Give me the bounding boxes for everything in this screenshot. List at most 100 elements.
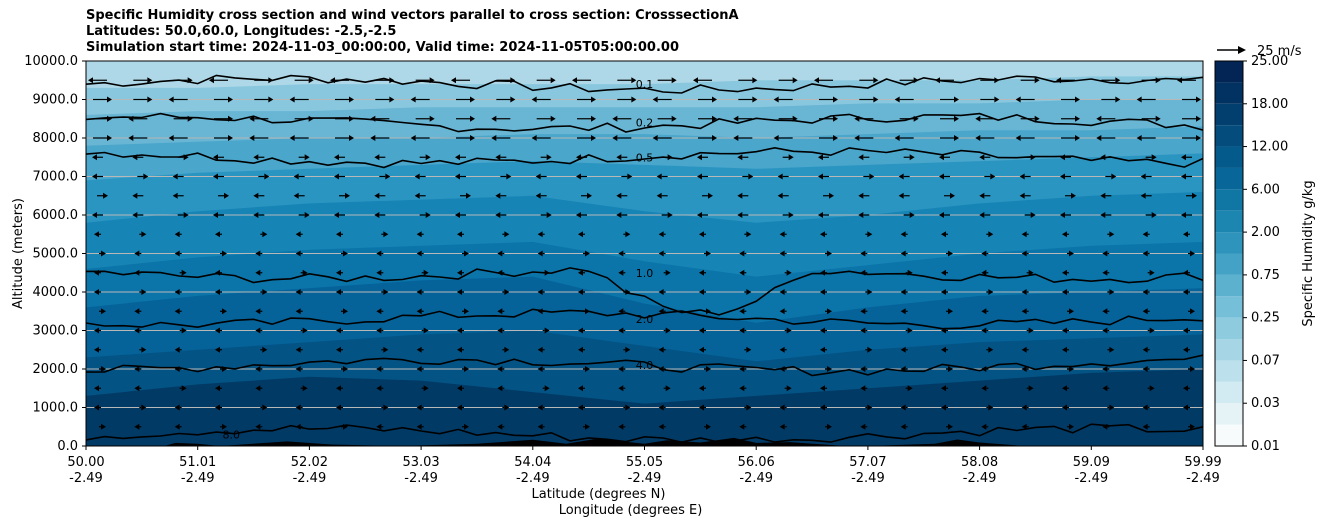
wind-vector-head <box>385 173 391 180</box>
wind-vector-head <box>658 366 664 372</box>
wind-vector-head <box>576 154 581 161</box>
wind-vector-head <box>739 327 745 334</box>
wind-vector-head <box>1102 308 1108 315</box>
wind-vector-head <box>1136 96 1142 103</box>
wind-vector-head <box>693 77 698 84</box>
wind-vector-head <box>349 115 354 122</box>
colorbar-segment <box>1215 146 1243 168</box>
wind-vector-head <box>376 308 382 315</box>
wind-vector-head <box>667 154 673 161</box>
wind-vector-head <box>777 173 783 180</box>
contour-line <box>86 146 1203 169</box>
colorbar-tick-label: 0.07 <box>1251 353 1280 368</box>
wind-vector-head <box>948 423 953 430</box>
wind-vector-head <box>255 250 261 257</box>
wind-vector-head <box>1028 269 1034 276</box>
wind-vector-head <box>222 423 227 430</box>
wind-vector-head <box>1151 212 1157 218</box>
wind-vector-head <box>1142 404 1148 411</box>
wind-vector-head <box>1183 269 1188 276</box>
wind-vector-head <box>773 135 779 141</box>
wind-vector-head <box>733 115 739 122</box>
wind-vector-head <box>907 385 913 392</box>
wind-vector-head <box>544 269 550 276</box>
wind-vector-head <box>1183 385 1188 392</box>
wind-vector-head <box>537 289 543 295</box>
wind-vector-head <box>941 327 946 334</box>
wind-vector-head <box>1060 154 1065 161</box>
wind-vector-head <box>981 423 987 430</box>
wind-vector-head <box>907 327 913 334</box>
x-tick-label-lat: 59.99 <box>1184 455 1221 470</box>
wind-vector-head <box>423 327 429 334</box>
wind-vector-head <box>779 346 785 353</box>
wind-vector-head <box>941 404 946 411</box>
wind-vector-head <box>134 385 140 392</box>
wind-vector-head <box>954 96 959 103</box>
wind-vector-head <box>860 423 866 430</box>
wind-vector-head <box>550 115 556 122</box>
contour-label: 0.2 <box>636 117 654 130</box>
wind-vector-head <box>181 385 187 392</box>
wind-vector-head <box>1021 231 1027 238</box>
wind-vector-head <box>295 289 301 295</box>
wind-vector-head <box>576 212 581 218</box>
wind-vector-head <box>1075 115 1080 122</box>
x-tick-label-lat: 52.02 <box>291 455 328 470</box>
colorbar-segment <box>1215 424 1243 446</box>
colorbar-tick-label: 2.00 <box>1251 225 1280 240</box>
wind-vector-head <box>336 327 341 334</box>
wind-vector-head <box>578 404 583 411</box>
wind-vector-head <box>578 269 583 276</box>
wind-vector-head <box>788 212 794 218</box>
colorbar-segment <box>1215 317 1243 340</box>
wind-vector-head <box>94 404 99 411</box>
wind-vector-head <box>618 423 624 430</box>
wind-vector-head <box>497 250 503 257</box>
contour-label: 0.5 <box>636 151 654 164</box>
wind-vector-head <box>416 404 422 411</box>
wind-vector-head <box>504 289 510 295</box>
wind-vector-head <box>618 308 624 315</box>
wind-vector-head <box>228 96 233 103</box>
wind-vector-head <box>779 404 785 411</box>
wind-vector-head <box>1196 135 1201 141</box>
wind-vector-head <box>658 250 664 257</box>
wind-vector-head <box>183 154 189 161</box>
wind-vector-head <box>255 366 261 372</box>
wind-vector-head <box>451 77 456 84</box>
wind-vector-head <box>656 192 662 199</box>
wind-vector-head <box>708 192 713 199</box>
wind-vector-head <box>544 385 550 392</box>
wind-vector-head <box>827 423 832 430</box>
wind-vector-head <box>416 366 422 372</box>
wind-vector-head <box>128 115 134 122</box>
wind-vector-head <box>470 96 475 103</box>
colorbar-tick-label: 0.25 <box>1251 311 1280 326</box>
wind-vector-head <box>1102 250 1108 257</box>
wind-vector-head <box>416 231 422 238</box>
wind-vector-head <box>1102 366 1108 372</box>
wind-vector-head <box>1019 173 1025 180</box>
wind-vector-head <box>858 192 864 199</box>
wind-vector-head <box>1190 308 1195 315</box>
wind-vector-head <box>174 346 180 353</box>
wind-vector-head <box>336 231 341 238</box>
wind-vector-head <box>706 423 711 430</box>
wind-vector-head <box>827 250 832 257</box>
wind-vector-head <box>779 308 785 315</box>
wind-vector-head <box>779 423 785 430</box>
wind-vector-head <box>1155 115 1161 122</box>
wind-vector-head <box>1181 154 1186 161</box>
wind-vector-head <box>1140 173 1146 180</box>
wind-vector-head <box>457 269 462 276</box>
wind-vector-head <box>779 289 785 295</box>
wind-vector-head <box>746 289 752 295</box>
wind-vector-head <box>665 269 671 276</box>
colorbar-segment <box>1215 103 1243 126</box>
wind-vector-head <box>950 192 955 199</box>
wind-vector-head <box>295 423 301 430</box>
wind-vector-head <box>1075 135 1080 141</box>
y-tick-label: 6000.0 <box>33 208 79 223</box>
